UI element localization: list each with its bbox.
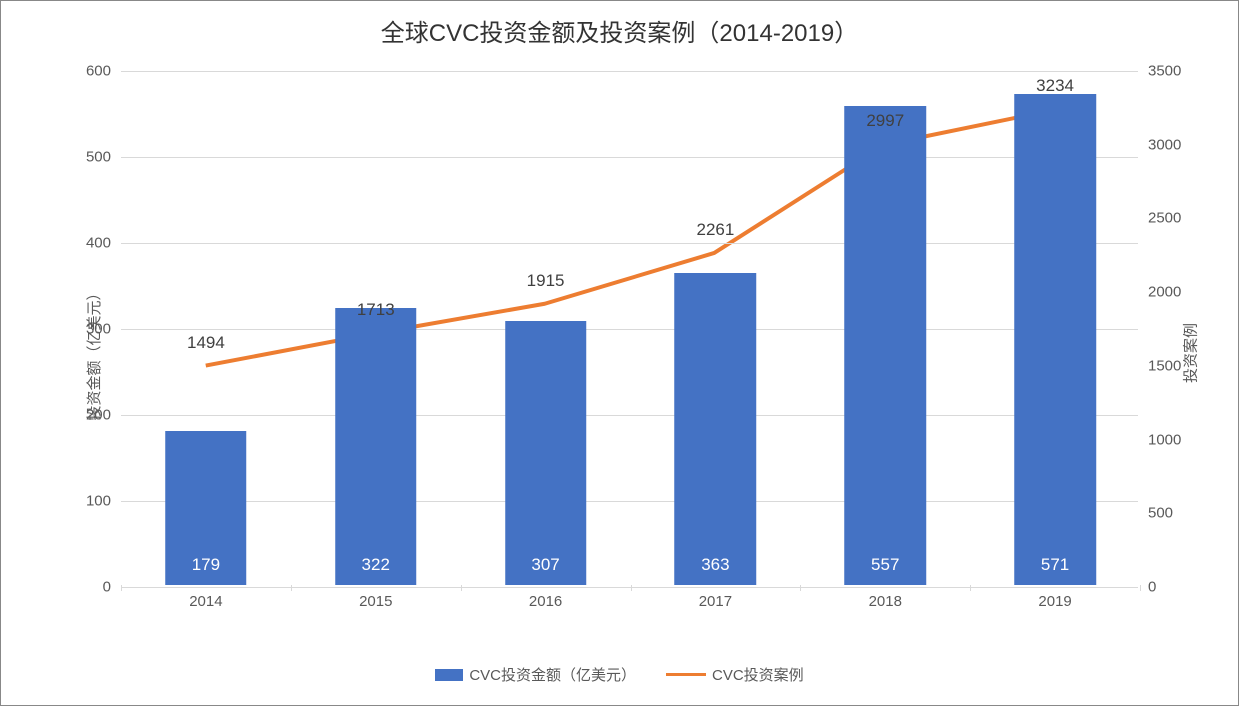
line-value-label: 1494	[187, 333, 225, 353]
y-right-tick: 3000	[1138, 136, 1198, 153]
y-left-tick: 0	[61, 579, 121, 596]
gridline	[121, 415, 1138, 416]
x-tick-mark	[1140, 585, 1141, 591]
y-right-tick: 1000	[1138, 431, 1198, 448]
chart-title: 全球CVC投资金额及投资案例（2014-2019）	[1, 13, 1238, 48]
x-tick-label: 2017	[699, 585, 732, 610]
line-value-label: 3234	[1036, 76, 1074, 96]
line-value-label: 1713	[357, 300, 395, 320]
chart-container: 全球CVC投资金额及投资案例（2014-2019） 投资金额（亿美元） 投资案例…	[0, 0, 1239, 706]
legend-item-line: CVC投资案例	[666, 664, 804, 685]
gridline	[121, 587, 1138, 588]
line-value-label: 1915	[527, 271, 565, 291]
bar: 557	[844, 106, 926, 585]
gridline	[121, 243, 1138, 244]
x-tick-mark	[291, 585, 292, 591]
y-left-tick: 400	[61, 235, 121, 252]
x-tick-label: 2014	[189, 585, 222, 610]
y-axis-left-label: 投资金额（亿美元）	[83, 285, 104, 420]
x-tick-mark	[970, 585, 971, 591]
y-left-tick: 600	[61, 63, 121, 80]
bar: 307	[505, 321, 587, 585]
legend-bar-swatch	[435, 669, 463, 681]
y-right-tick: 500	[1138, 505, 1198, 522]
y-right-tick: 3500	[1138, 63, 1198, 80]
legend-line-label: CVC投资案例	[712, 664, 804, 685]
y-right-tick: 2000	[1138, 284, 1198, 301]
gridline	[121, 329, 1138, 330]
plot-area: 0100200300400500600050010001500200025003…	[121, 71, 1138, 585]
gridline	[121, 501, 1138, 502]
x-tick-label: 2019	[1038, 585, 1071, 610]
bar-value-label: 307	[531, 555, 559, 575]
line-series	[206, 110, 1054, 366]
x-tick-mark	[461, 585, 462, 591]
legend-bar-label: CVC投资金额（亿美元）	[469, 664, 636, 685]
legend-line-swatch	[666, 673, 706, 676]
bar: 571	[1014, 94, 1096, 585]
y-right-tick: 0	[1138, 579, 1198, 596]
bar-value-label: 557	[871, 555, 899, 575]
x-tick-label: 2016	[529, 585, 562, 610]
y-right-tick: 2500	[1138, 210, 1198, 227]
x-tick-mark	[800, 585, 801, 591]
bar-value-label: 571	[1041, 555, 1069, 575]
y-left-tick: 500	[61, 149, 121, 166]
gridline	[121, 71, 1138, 72]
y-left-tick: 100	[61, 493, 121, 510]
legend: CVC投资金额（亿美元） CVC投资案例	[1, 664, 1238, 685]
legend-item-bar: CVC投资金额（亿美元）	[435, 664, 636, 685]
x-tick-label: 2018	[869, 585, 902, 610]
bar-value-label: 363	[701, 555, 729, 575]
bar: 363	[675, 273, 757, 585]
gridline	[121, 157, 1138, 158]
bar: 322	[335, 308, 417, 585]
bar-value-label: 322	[362, 555, 390, 575]
bar-value-label: 179	[192, 555, 220, 575]
x-tick-mark	[631, 585, 632, 591]
y-left-tick: 300	[61, 321, 121, 338]
x-tick-mark	[121, 585, 122, 591]
y-left-tick: 200	[61, 407, 121, 424]
y-right-tick: 1500	[1138, 357, 1198, 374]
line-value-label: 2997	[866, 111, 904, 131]
line-value-label: 2261	[696, 220, 734, 240]
line-series-svg	[121, 71, 1138, 585]
x-tick-label: 2015	[359, 585, 392, 610]
bar: 179	[165, 431, 247, 585]
